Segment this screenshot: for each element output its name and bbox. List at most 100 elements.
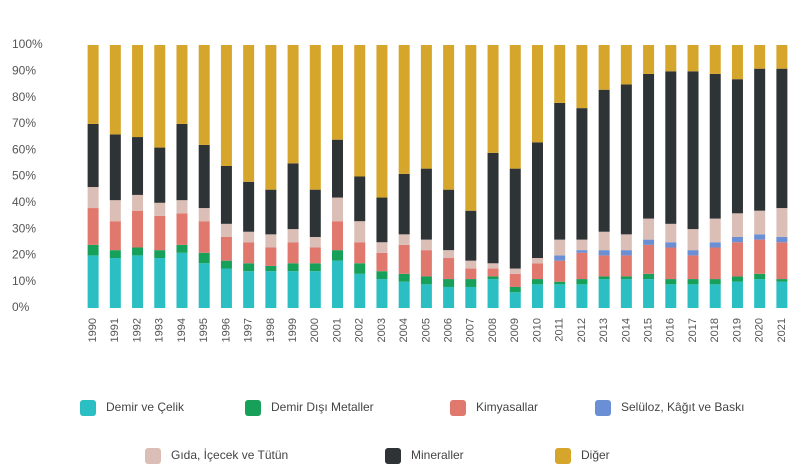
bar-segment <box>598 276 610 280</box>
bar-segment <box>643 239 655 245</box>
bar-segment <box>620 45 632 85</box>
bar-segment <box>243 181 255 232</box>
bar-segment <box>87 123 99 188</box>
bar-segment <box>754 45 766 69</box>
bar-segment <box>243 271 255 308</box>
bar-segment <box>87 208 99 245</box>
bar-segment <box>354 263 366 274</box>
bar-segment <box>420 276 432 285</box>
bar-segment <box>465 210 477 261</box>
bar-segment <box>376 197 388 243</box>
bar-segment <box>309 45 321 190</box>
bar-segment <box>398 234 410 245</box>
bar-segment <box>376 271 388 280</box>
bar-segment <box>443 279 455 287</box>
bar-segment <box>420 284 432 308</box>
bar-segment <box>620 279 632 308</box>
bar-segment <box>376 279 388 308</box>
x-tick-label: 2012 <box>576 318 588 342</box>
y-tick-label: 100% <box>12 37 43 51</box>
bar-segment <box>709 73 721 219</box>
bar-segment <box>531 258 543 264</box>
bar-segment <box>709 279 721 285</box>
bar-segment <box>176 123 188 201</box>
bar-segment <box>643 273 655 280</box>
x-tick-label: 1998 <box>265 318 277 342</box>
bar-segment <box>754 239 766 274</box>
bar-segment <box>354 242 366 264</box>
x-tick-label: 2008 <box>487 318 499 342</box>
bar-segment <box>665 279 677 285</box>
bar-segment <box>309 271 321 308</box>
bar-segment <box>109 250 121 259</box>
bar-segment <box>687 255 699 280</box>
bar-segment <box>243 242 255 264</box>
bar-segment <box>731 45 743 80</box>
bar-segment <box>398 281 410 308</box>
y-tick-label: 20% <box>12 248 36 262</box>
x-tick-label: 1995 <box>198 318 210 342</box>
bar-segment <box>687 45 699 72</box>
bar-segment <box>487 263 499 269</box>
x-tick-label: 2018 <box>709 318 721 342</box>
y-tick-label: 10% <box>12 274 36 288</box>
bar-segment <box>465 45 477 211</box>
x-tick-label: 2020 <box>754 318 766 342</box>
bar-segment <box>687 229 699 251</box>
bar-segment <box>709 247 721 280</box>
bar-segment <box>731 242 743 277</box>
bar-segment <box>354 45 366 177</box>
bar-segment <box>176 252 188 308</box>
bar-segment <box>776 208 788 237</box>
bar-segment <box>598 279 610 308</box>
bar-segment <box>176 200 188 214</box>
x-tick-label: 2000 <box>309 318 321 342</box>
x-tick-label: 2011 <box>554 318 566 342</box>
bar-segment <box>620 84 632 235</box>
bar-segment <box>531 263 543 280</box>
bar-segment <box>265 234 277 248</box>
bar-segment <box>487 276 499 280</box>
bar-segment <box>398 45 410 174</box>
bar-segment <box>87 244 99 256</box>
x-tick-label: 2014 <box>620 318 632 342</box>
bar-segment <box>265 247 277 266</box>
legend-label: Gıda, İçecek ve Tütün <box>171 448 288 462</box>
x-tick-label: 1999 <box>287 318 299 342</box>
bar-segment <box>576 279 588 285</box>
bar-segment <box>220 223 232 237</box>
bar-segment <box>709 45 721 74</box>
bar-segment <box>109 258 121 308</box>
bar-segment <box>132 45 144 138</box>
bar-segment <box>132 210 144 248</box>
x-tick-label: 2007 <box>465 318 477 342</box>
bar-segment <box>554 255 566 261</box>
bar-segment <box>132 194 144 211</box>
legend-label: Mineraller <box>411 448 464 462</box>
bar-segment <box>132 247 144 256</box>
bar-segment <box>154 250 166 259</box>
bar-segment <box>109 200 121 222</box>
legend-swatch <box>145 448 161 464</box>
bar-segment <box>132 137 144 195</box>
bar-segment <box>154 258 166 308</box>
bar-segment <box>709 284 721 308</box>
bar-segment <box>776 279 788 282</box>
bar-segment <box>554 260 566 282</box>
y-tick-label: 60% <box>12 142 36 156</box>
bar-segment <box>598 255 610 277</box>
bar-segment <box>332 221 344 251</box>
bar-segment <box>731 276 743 282</box>
bar-segment <box>665 71 677 224</box>
bar-segment <box>376 45 388 198</box>
x-tick-label: 2015 <box>642 318 654 342</box>
bar-segment <box>398 173 410 235</box>
bar-segment <box>398 244 410 274</box>
bar-segment <box>443 258 455 280</box>
bar-segment <box>620 234 632 251</box>
y-tick-label: 0% <box>12 300 30 314</box>
bar-segment <box>220 260 232 269</box>
legend-label: Demir Dışı Metaller <box>271 400 374 414</box>
legend-label: Selüloz, Kâğıt ve Baskı <box>621 400 744 414</box>
bar-segment <box>398 273 410 282</box>
